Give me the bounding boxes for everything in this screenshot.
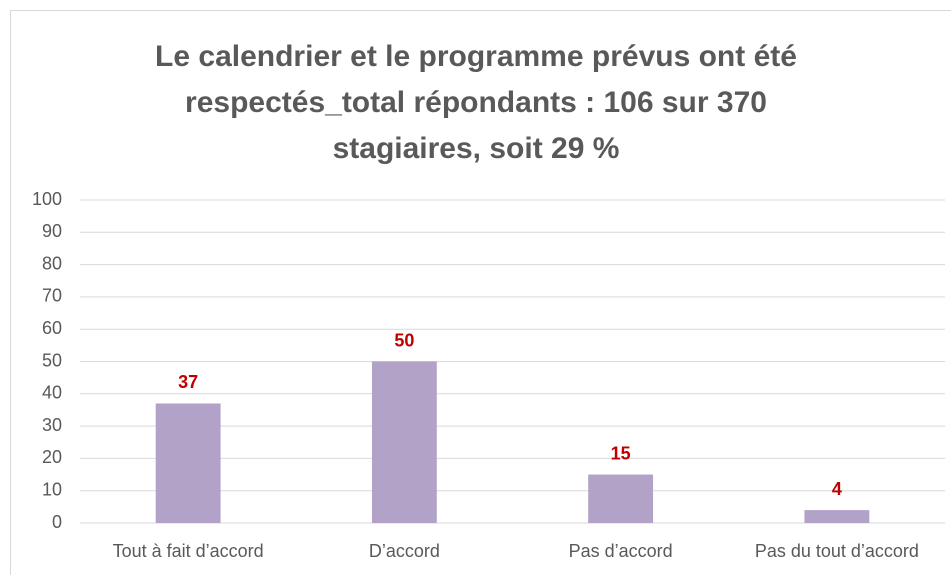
y-tick-label: 60 — [42, 318, 62, 338]
x-tick-label: D’accord — [369, 541, 440, 561]
data-label: 37 — [178, 372, 198, 392]
bar — [155, 403, 221, 523]
data-label: 50 — [394, 330, 414, 350]
y-tick-label: 20 — [42, 447, 62, 467]
y-tick-label: 50 — [42, 350, 62, 370]
x-tick-label: Pas du tout d’accord — [755, 541, 919, 561]
y-tick-label: 90 — [42, 221, 62, 241]
data-label: 15 — [611, 443, 631, 463]
data-label: 4 — [832, 479, 842, 499]
x-tick-label: Pas d’accord — [569, 541, 673, 561]
chart-title: Le calendrier et le programme prévus ont… — [155, 40, 797, 73]
bar — [804, 510, 870, 523]
y-tick-label: 30 — [42, 415, 62, 435]
chart-title: stagiaires, soit 29 % — [333, 132, 620, 165]
chart-title: respectés_total répondants : 106 sur 370 — [185, 86, 767, 119]
y-tick-label: 100 — [32, 189, 62, 209]
y-tick-label: 70 — [42, 286, 62, 306]
bar — [588, 474, 654, 523]
y-tick-label: 80 — [42, 253, 62, 273]
bar — [371, 361, 437, 523]
y-tick-label: 40 — [42, 383, 62, 403]
x-tick-label: Tout à fait d’accord — [113, 541, 264, 561]
y-tick-label: 0 — [52, 512, 62, 532]
y-tick-label: 10 — [42, 479, 62, 499]
